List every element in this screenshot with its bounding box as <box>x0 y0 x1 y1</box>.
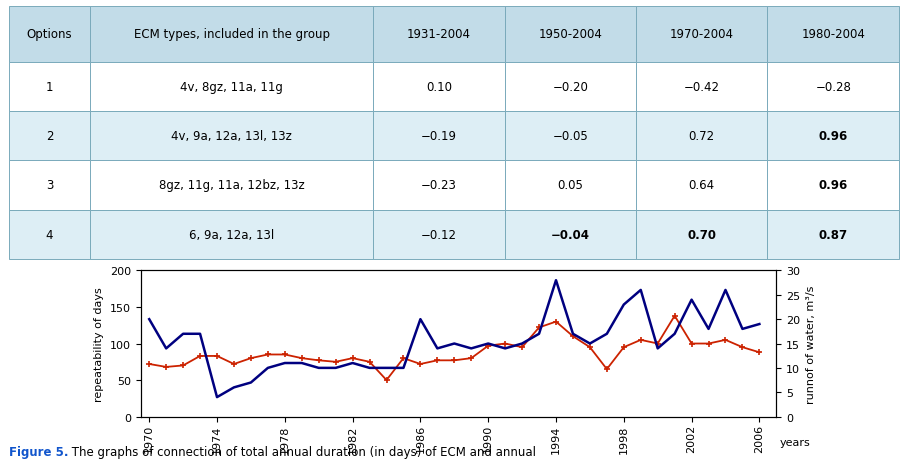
Y-axis label: runnof of water, m³/s: runnof of water, m³/s <box>805 285 815 403</box>
Text: Figure 5.: Figure 5. <box>9 445 69 458</box>
Y-axis label: repeatability of days: repeatability of days <box>94 287 104 401</box>
Text: years: years <box>780 437 811 447</box>
Text: The graphs of connection of total annual duration (in days) of ECM and annual: The graphs of connection of total annual… <box>68 445 536 458</box>
